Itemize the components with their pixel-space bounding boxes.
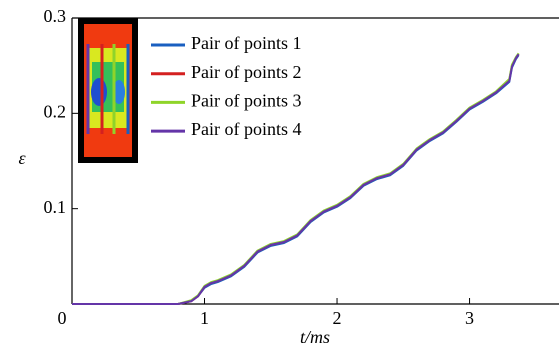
- x-tick-label: 0: [58, 308, 67, 328]
- legend-label: Pair of points 2: [191, 62, 302, 82]
- y-tick-label: 0.1: [44, 197, 67, 217]
- x-tick-label: 2: [333, 308, 342, 328]
- y-tick-label: 0.3: [44, 6, 67, 26]
- legend-label: Pair of points 1: [191, 33, 302, 53]
- y-axis-label: ε: [18, 148, 26, 168]
- page: ε t/ms 0.1 0.2 0.3 0 1 2 3 Pair of points 1 Pair…: [0, 0, 559, 351]
- x-tick-label: 1: [200, 308, 209, 328]
- x-tick-label: 3: [465, 308, 474, 328]
- inset-field: [91, 78, 107, 106]
- chart: ε t/ms 0.1 0.2 0.3 0 1 2 3 Pair of points 1 Pair…: [0, 0, 559, 351]
- x-axis-label: t/ms: [300, 327, 330, 347]
- y-tick-label: 0.2: [44, 101, 67, 121]
- legend-label: Pair of points 4: [191, 119, 302, 139]
- inset-image: [78, 18, 138, 163]
- legend-label: Pair of points 3: [191, 91, 302, 111]
